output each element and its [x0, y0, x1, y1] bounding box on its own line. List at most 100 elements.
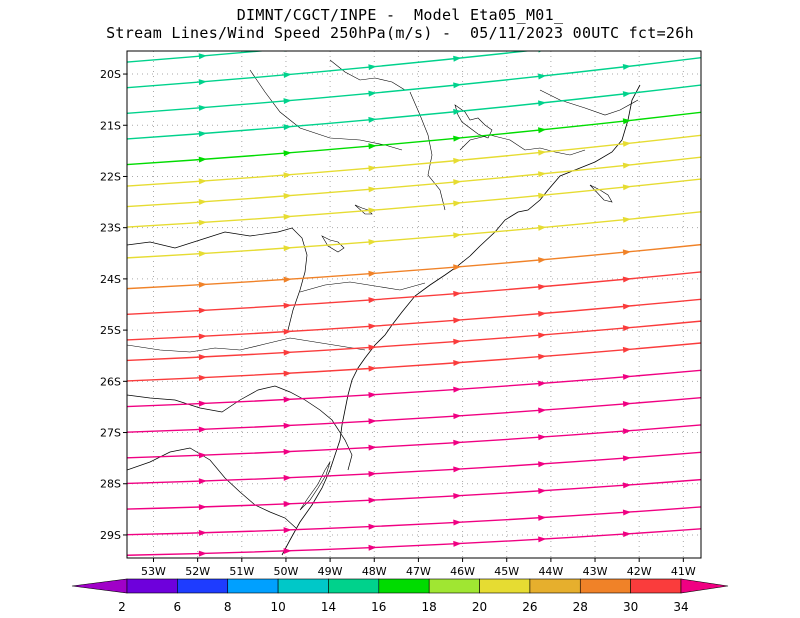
streamline-arrow	[283, 422, 292, 429]
colorbar-segment	[378, 578, 430, 594]
colorbar-segment	[630, 578, 682, 594]
streamline-arrow	[538, 407, 547, 414]
streamline-arrow	[198, 478, 207, 485]
streamline-arrow	[368, 444, 377, 451]
colorbar-segment	[428, 578, 480, 594]
streamline	[127, 298, 701, 341]
colorbar-label: 26	[522, 600, 537, 614]
streamline-arrow	[198, 156, 207, 163]
colorbar-label: 28	[573, 600, 588, 614]
reservoir	[321, 104, 613, 253]
axes: 53W 52W 51W 50W 49W 48W 47W 46W 45W 44W 43W 42W 41W 2…	[100, 68, 696, 578]
streamline-arrow	[198, 529, 207, 536]
streamline-arrow	[538, 310, 547, 317]
streamline-arrow	[622, 162, 632, 169]
streamline-arrow	[622, 509, 632, 516]
streamline-arrow	[283, 328, 292, 335]
lon-tick-label: 48W	[362, 565, 387, 578]
colorbar-label: 16	[371, 600, 386, 614]
streamline-arrow	[538, 127, 547, 134]
streamline-arrow	[453, 492, 462, 499]
lon-tick-label: 51W	[229, 565, 254, 578]
streamline-arrow	[538, 434, 547, 441]
streamline-arrow	[198, 333, 207, 340]
streamline-arrow	[538, 19, 547, 26]
streamline-arrow	[283, 172, 292, 179]
streamline-arrow	[198, 307, 207, 314]
lon-tick-label: 46W	[450, 565, 475, 578]
streamline-arrow	[198, 79, 207, 86]
streamline-arrow	[453, 135, 462, 142]
streamline-arrow	[623, 9, 632, 16]
plot-frame	[126, 50, 702, 559]
streamline-arrow	[453, 157, 462, 164]
colorbar-label: 6	[174, 600, 182, 614]
streamlines	[127, 9, 701, 557]
streamline-arrow	[368, 143, 377, 150]
streamline-arrow	[453, 264, 462, 271]
streamline-arrow	[622, 482, 632, 489]
streamline	[127, 451, 701, 485]
streamline-arrow	[283, 193, 292, 200]
streamline	[127, 56, 701, 114]
streamline	[127, 111, 701, 166]
streamline-arrow	[368, 116, 377, 123]
streamline	[127, 51, 268, 63]
streamline-arrow	[538, 461, 547, 468]
streamline-arrow	[283, 349, 292, 356]
lat-tick-label: 22S	[100, 170, 121, 183]
colorbar-label: 14	[321, 600, 336, 614]
border-paraguay	[127, 227, 308, 331]
colorbar-segment	[227, 578, 279, 594]
streamline-arrow	[368, 90, 377, 97]
streamline-arrow	[453, 82, 462, 89]
streamline-arrow	[368, 323, 377, 330]
streamline-arrow	[453, 540, 462, 547]
streamline-arrow	[283, 276, 292, 283]
streamline-arrow	[283, 71, 292, 78]
streamline-arrow	[368, 523, 377, 530]
colorbar-segment	[529, 578, 581, 594]
streamline	[127, 369, 701, 408]
streamline-arrow	[198, 250, 207, 257]
streamline-arrow	[453, 200, 462, 207]
streamline-arrow	[368, 239, 377, 246]
lon-tick-label: 47W	[406, 565, 431, 578]
streamline-arrow	[368, 297, 377, 304]
colorbar-max-arrow	[680, 578, 729, 594]
lat-tick-label: 25S	[100, 324, 121, 337]
streamline-arrow	[622, 249, 632, 256]
streamline-arrow	[283, 501, 292, 508]
coastline-borders	[127, 59, 641, 556]
streamline-arrow	[622, 303, 632, 310]
streamline-arrow	[538, 171, 547, 178]
streamline	[127, 156, 701, 208]
streamline-arrow	[368, 186, 377, 193]
grid-lines	[127, 51, 701, 558]
streamline-arrow	[538, 283, 547, 290]
streamline-arrow	[198, 104, 207, 111]
streamline-arrow	[622, 184, 632, 191]
border-argentina	[127, 385, 353, 471]
colorbar-segment	[328, 578, 380, 594]
streamline-arrow	[453, 439, 462, 446]
streamline-arrow	[622, 531, 632, 538]
lon-tick-label: 52W	[185, 565, 210, 578]
coastal-lagoon	[299, 461, 331, 511]
streamline-arrow	[198, 452, 207, 459]
colorbar-label: 18	[422, 600, 437, 614]
streamline-arrow	[198, 426, 207, 433]
lat-tick-label: 20S	[100, 68, 121, 81]
streamline	[127, 51, 533, 89]
lat-tick-label: 23S	[100, 222, 121, 235]
lon-tick-label: 49W	[318, 565, 343, 578]
streamline-arrow	[622, 346, 632, 353]
streamline-arrow	[538, 100, 547, 107]
streamline-arrow	[538, 353, 547, 360]
streamline-arrow	[198, 281, 207, 288]
streamline-arrow	[622, 118, 632, 125]
streamline-arrow	[538, 192, 547, 199]
colorbar-segment	[579, 578, 631, 594]
streamline-arrow	[283, 527, 292, 534]
streamline-arrow	[623, 36, 632, 43]
